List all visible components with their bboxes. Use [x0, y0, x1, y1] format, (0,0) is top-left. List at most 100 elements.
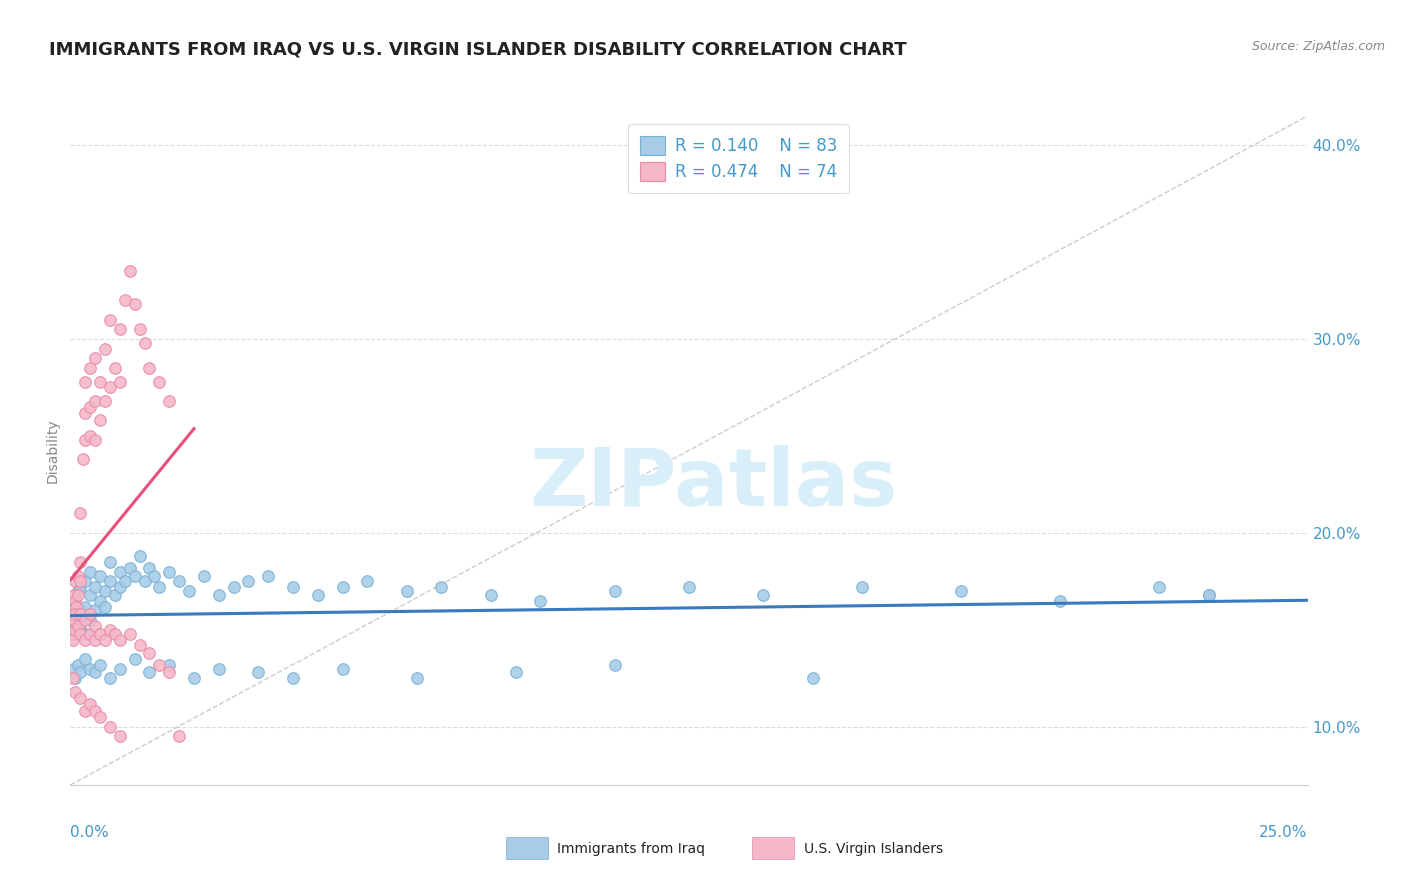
- Point: [65, 607, 87, 622]
- Point: [108, 375, 131, 389]
- Point: [801, 671, 824, 685]
- Point: [307, 588, 329, 602]
- Point: [98, 312, 121, 326]
- Point: [75, 632, 97, 647]
- Point: [479, 588, 502, 602]
- Point: [79, 697, 101, 711]
- Point: [79, 400, 101, 414]
- Point: [1147, 580, 1170, 594]
- Point: [157, 565, 180, 579]
- Point: [75, 375, 97, 389]
- Point: [84, 632, 107, 647]
- Point: [405, 671, 427, 685]
- Point: [183, 671, 205, 685]
- Point: [69, 603, 91, 617]
- Point: [108, 662, 131, 676]
- Point: [75, 626, 97, 640]
- Point: [66, 613, 89, 627]
- Point: [134, 574, 156, 589]
- Point: [65, 607, 87, 622]
- Point: [84, 580, 107, 594]
- Point: [281, 580, 304, 594]
- Point: [603, 657, 626, 672]
- Point: [118, 264, 141, 278]
- Point: [84, 603, 107, 617]
- Point: [851, 580, 873, 594]
- Point: [157, 394, 180, 409]
- Point: [63, 623, 86, 637]
- Point: [65, 626, 87, 640]
- Point: [128, 638, 150, 652]
- Point: [75, 599, 97, 614]
- Point: [208, 588, 231, 602]
- Point: [60, 626, 83, 640]
- Point: [84, 619, 107, 633]
- Point: [65, 599, 87, 614]
- Point: [98, 671, 121, 685]
- Point: [138, 665, 160, 680]
- Point: [72, 452, 94, 467]
- Point: [69, 690, 91, 705]
- Point: [89, 413, 111, 427]
- Point: [148, 580, 170, 594]
- Point: [75, 613, 97, 627]
- Point: [84, 394, 107, 409]
- Text: Immigrants from Iraq: Immigrants from Iraq: [557, 842, 704, 856]
- Point: [208, 662, 231, 676]
- Point: [65, 623, 87, 637]
- Point: [94, 632, 117, 647]
- Point: [75, 704, 97, 718]
- Point: [281, 671, 304, 685]
- Point: [79, 565, 101, 579]
- Y-axis label: Disability: Disability: [45, 418, 59, 483]
- Point: [104, 626, 127, 640]
- Point: [84, 351, 107, 366]
- Point: [62, 603, 84, 617]
- Point: [238, 574, 260, 589]
- Point: [128, 322, 150, 336]
- Point: [143, 568, 166, 582]
- Point: [430, 580, 453, 594]
- Point: [79, 588, 101, 602]
- Point: [89, 593, 111, 607]
- Point: [505, 665, 527, 680]
- Point: [108, 580, 131, 594]
- Point: [356, 574, 378, 589]
- Point: [138, 361, 160, 376]
- Point: [167, 574, 190, 589]
- Point: [222, 580, 245, 594]
- Point: [63, 613, 86, 627]
- Point: [118, 561, 141, 575]
- Point: [1198, 588, 1220, 602]
- Point: [79, 613, 101, 627]
- Point: [84, 433, 107, 447]
- Point: [94, 394, 117, 409]
- Point: [332, 662, 354, 676]
- Point: [62, 613, 84, 627]
- Point: [69, 665, 91, 680]
- Point: [98, 720, 121, 734]
- Point: [950, 584, 973, 599]
- Point: [108, 565, 131, 579]
- Point: [79, 607, 101, 622]
- Point: [62, 662, 84, 676]
- Text: ZIPatlas: ZIPatlas: [530, 445, 898, 523]
- Point: [66, 568, 89, 582]
- Point: [1049, 593, 1071, 607]
- Point: [79, 361, 101, 376]
- Point: [75, 652, 97, 666]
- Point: [72, 607, 94, 622]
- Point: [134, 335, 156, 350]
- Text: Source: ZipAtlas.com: Source: ZipAtlas.com: [1251, 40, 1385, 54]
- Point: [69, 626, 91, 640]
- Point: [98, 623, 121, 637]
- Point: [65, 593, 87, 607]
- Point: [257, 568, 280, 582]
- Point: [66, 657, 89, 672]
- Point: [65, 599, 87, 614]
- Point: [98, 555, 121, 569]
- Text: 25.0%: 25.0%: [1260, 825, 1308, 840]
- Point: [69, 580, 91, 594]
- Point: [138, 561, 160, 575]
- Point: [94, 342, 117, 356]
